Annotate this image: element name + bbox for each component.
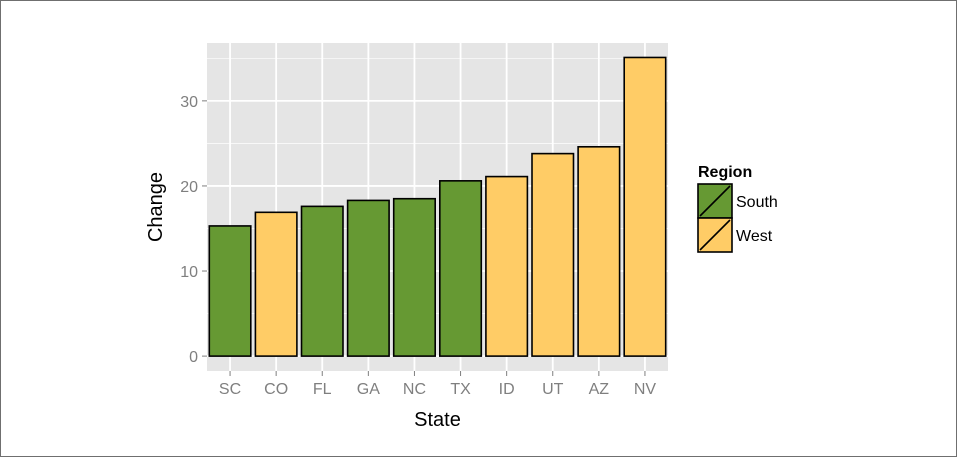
legend-key-slash — [699, 219, 731, 251]
x-tick-label: NC — [403, 381, 426, 398]
x-tick-label: FL — [313, 381, 332, 398]
x-tick-label: SC — [219, 381, 241, 398]
x-tick-label: UT — [542, 381, 564, 398]
bar-az — [577, 146, 621, 357]
bars — [208, 56, 667, 357]
legend-label-south: South — [736, 194, 778, 211]
x-tick-label: AZ — [589, 381, 610, 398]
bar-id — [485, 175, 529, 357]
y-axis-ticks: 0 10 20 30 — [180, 94, 207, 366]
y-tick-label: 30 — [180, 94, 198, 111]
x-axis-title: State — [414, 409, 461, 431]
bar-co — [254, 211, 298, 357]
x-tick-label: GA — [357, 381, 380, 398]
bar-ut — [531, 152, 575, 357]
legend-key-slash — [699, 185, 731, 217]
legend-label-west: West — [736, 228, 773, 245]
y-tick-label: 20 — [180, 179, 198, 196]
x-tick-label: CO — [264, 381, 288, 398]
y-axis-title: Change — [145, 172, 167, 242]
legend-title: Region — [698, 164, 752, 181]
x-tick-label: NV — [634, 381, 657, 398]
bar-tx — [439, 180, 483, 357]
legend: Region South West — [697, 164, 778, 253]
x-tick-label: ID — [499, 381, 515, 398]
bar-fl — [300, 205, 344, 357]
bar-ga — [346, 199, 390, 357]
bar-nv — [623, 56, 667, 357]
bar-nc — [392, 197, 436, 357]
y-tick-label: 10 — [180, 264, 198, 281]
x-axis-ticks: SC CO FL GA NC TX ID UT AZ NV — [219, 371, 656, 398]
y-tick-label: 0 — [189, 349, 198, 366]
bar-sc — [208, 225, 252, 357]
x-tick-label: TX — [450, 381, 471, 398]
